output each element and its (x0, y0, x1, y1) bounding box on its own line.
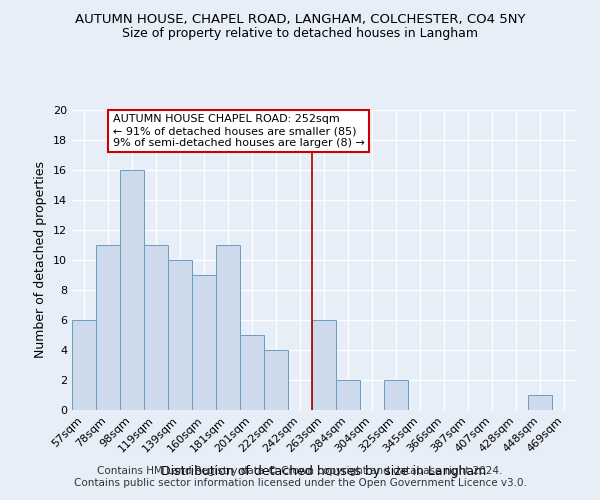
X-axis label: Distribution of detached houses by size in Langham: Distribution of detached houses by size … (161, 465, 487, 478)
Bar (192, 275, 216, 410)
Text: Contains HM Land Registry data © Crown copyright and database right 2024.
Contai: Contains HM Land Registry data © Crown c… (74, 466, 526, 487)
Bar (168, 260, 192, 410)
Text: Size of property relative to detached houses in Langham: Size of property relative to detached ho… (122, 28, 478, 40)
Bar (528, 395, 552, 410)
Bar (216, 245, 240, 410)
Bar (312, 320, 336, 410)
Y-axis label: Number of detached properties: Number of detached properties (34, 162, 47, 358)
Bar (336, 380, 360, 410)
Bar (384, 380, 408, 410)
Bar (240, 335, 264, 410)
Bar (120, 170, 144, 410)
Text: AUTUMN HOUSE CHAPEL ROAD: 252sqm
← 91% of detached houses are smaller (85)
9% of: AUTUMN HOUSE CHAPEL ROAD: 252sqm ← 91% o… (113, 114, 365, 148)
Text: AUTUMN HOUSE, CHAPEL ROAD, LANGHAM, COLCHESTER, CO4 5NY: AUTUMN HOUSE, CHAPEL ROAD, LANGHAM, COLC… (75, 12, 525, 26)
Bar (264, 350, 288, 410)
Bar (96, 245, 120, 410)
Bar (144, 245, 168, 410)
Bar (72, 320, 96, 410)
